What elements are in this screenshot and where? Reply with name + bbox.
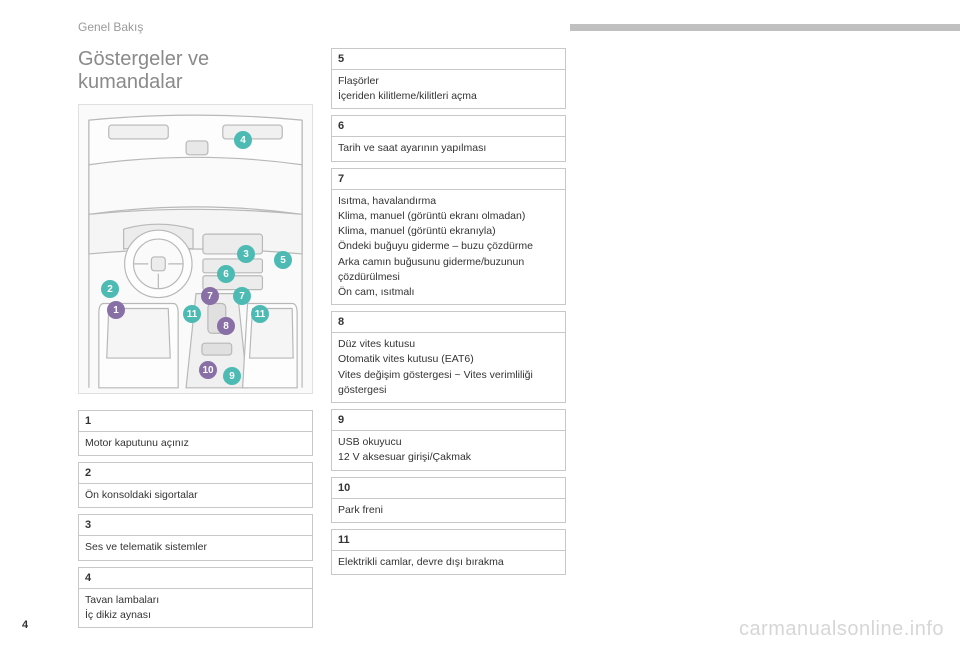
info-box-body: Park freni bbox=[332, 499, 565, 522]
callout-2: 2 bbox=[101, 280, 119, 298]
info-box-body: Elektrikli camlar, devre dışı bırakma bbox=[332, 551, 565, 574]
info-line: Ses ve telematik sistemler bbox=[85, 540, 306, 555]
left-column: Göstergeler ve kumandalar bbox=[78, 48, 313, 634]
callout-3: 3 bbox=[237, 245, 255, 263]
info-line: İçeriden kilitleme/kilitleri açma bbox=[338, 89, 559, 104]
info-box-header: 5 bbox=[332, 49, 565, 70]
info-box-body: Ön konsoldaki sigortalar bbox=[79, 484, 312, 507]
info-line: Otomatik vites kutusu (EAT6) bbox=[338, 352, 559, 367]
callout-11: 11 bbox=[251, 305, 269, 323]
info-line: Motor kaputunu açınız bbox=[85, 436, 306, 451]
info-box-header: 7 bbox=[332, 169, 565, 190]
info-line: Düz vites kutusu bbox=[338, 337, 559, 352]
info-box-5: 5Flaşörlerİçeriden kilitleme/kilitleri a… bbox=[331, 48, 566, 109]
info-box-7: 7Isıtma, havalandırmaKlima, manuel (görü… bbox=[331, 168, 566, 306]
callout-9: 9 bbox=[223, 367, 241, 385]
info-line: Arka camın buğusunu giderme/buzunun çözd… bbox=[338, 255, 559, 285]
info-box-body: Düz vites kutusuOtomatik vites kutusu (E… bbox=[332, 333, 565, 402]
manual-page: Genel Bakış Göstergeler ve kumandalar bbox=[0, 0, 960, 649]
info-box-body: Isıtma, havalandırmaKlima, manuel (görün… bbox=[332, 190, 565, 305]
info-line: Isıtma, havalandırma bbox=[338, 194, 559, 209]
info-box-header: 6 bbox=[332, 116, 565, 137]
info-line: Vites değişim göstergesi ~ Vites verimli… bbox=[338, 368, 559, 398]
info-box-10: 10 Park freni bbox=[331, 477, 566, 523]
callout-11: 11 bbox=[183, 305, 201, 323]
callout-8: 8 bbox=[217, 317, 235, 335]
info-line: Ön cam, ısıtmalı bbox=[338, 285, 559, 300]
info-box-8: 8Düz vites kutusuOtomatik vites kutusu (… bbox=[331, 311, 566, 403]
info-box-header: 4 bbox=[79, 568, 312, 589]
callout-6: 6 bbox=[217, 265, 235, 283]
callout-1: 1 bbox=[107, 301, 125, 319]
info-box-header: 11 bbox=[332, 530, 565, 551]
info-box-header: 3 bbox=[79, 515, 312, 536]
info-box-3: 3 Ses ve telematik sistemler bbox=[78, 514, 313, 560]
info-box-9: 9USB okuyucu12 V aksesuar girişi/Çakmak bbox=[331, 409, 566, 470]
top-decoration-bar bbox=[570, 24, 960, 31]
info-box-1: 1 Motor kaputunu açınız bbox=[78, 410, 313, 456]
col1-boxes: 1 Motor kaputunu açınız 2 Ön konsoldaki sig… bbox=[78, 410, 313, 628]
info-box-2: 2 Ön konsoldaki sigortalar bbox=[78, 462, 313, 508]
info-line: 12 V aksesuar girişi/Çakmak bbox=[338, 450, 559, 465]
col2-boxes: 5Flaşörlerİçeriden kilitleme/kilitleri a… bbox=[331, 48, 566, 575]
info-box-header: 9 bbox=[332, 410, 565, 431]
info-box-body: Motor kaputunu açınız bbox=[79, 432, 312, 455]
page-number: 4 bbox=[22, 619, 28, 631]
page-title: Göstergeler ve kumandalar bbox=[78, 48, 313, 94]
info-box-body: Ses ve telematik sistemler bbox=[79, 536, 312, 559]
dashboard-svg bbox=[79, 105, 312, 393]
info-box-body: Flaşörlerİçeriden kilitleme/kilitleri aç… bbox=[332, 70, 565, 108]
info-box-6: 6 Tarih ve saat ayarının yapılması bbox=[331, 115, 566, 161]
info-line: Tarih ve saat ayarının yapılması bbox=[338, 141, 559, 156]
callout-7: 7 bbox=[201, 287, 219, 305]
info-box-body: Tarih ve saat ayarının yapılması bbox=[332, 137, 565, 160]
info-box-4: 4Tavan lambalarıİç dikiz aynası bbox=[78, 567, 313, 628]
callout-10: 10 bbox=[199, 361, 217, 379]
callout-7: 7 bbox=[233, 287, 251, 305]
info-line: Flaşörler bbox=[338, 74, 559, 89]
info-line: USB okuyucu bbox=[338, 435, 559, 450]
info-box-header: 1 bbox=[79, 411, 312, 432]
info-line: Elektrikli camlar, devre dışı bırakma bbox=[338, 555, 559, 570]
content-columns: Göstergeler ve kumandalar bbox=[0, 48, 960, 634]
info-box-body: USB okuyucu12 V aksesuar girişi/Çakmak bbox=[332, 431, 565, 469]
right-column: 5Flaşörlerİçeriden kilitleme/kilitleri a… bbox=[331, 48, 566, 634]
callout-4: 4 bbox=[234, 131, 252, 149]
info-box-header: 2 bbox=[79, 463, 312, 484]
info-line: Park freni bbox=[338, 503, 559, 518]
info-line: Ön konsoldaki sigortalar bbox=[85, 488, 306, 503]
info-box-body: Tavan lambalarıİç dikiz aynası bbox=[79, 589, 312, 627]
info-line: İç dikiz aynası bbox=[85, 608, 306, 623]
info-line: Tavan lambaları bbox=[85, 593, 306, 608]
info-box-header: 8 bbox=[332, 312, 565, 333]
info-line: Öndeki buğuyu giderme – buzu çözdürme bbox=[338, 239, 559, 254]
info-box-11: 11 Elektrikli camlar, devre dışı bırakma bbox=[331, 529, 566, 575]
info-line: Klima, manuel (görüntü ekranıyla) bbox=[338, 224, 559, 239]
info-box-header: 10 bbox=[332, 478, 565, 499]
info-line: Klima, manuel (görüntü ekranı olmadan) bbox=[338, 209, 559, 224]
dashboard-diagram: 4356277111118109 bbox=[78, 104, 313, 394]
watermark: carmanualsonline.info bbox=[739, 618, 944, 641]
callout-5: 5 bbox=[274, 251, 292, 269]
